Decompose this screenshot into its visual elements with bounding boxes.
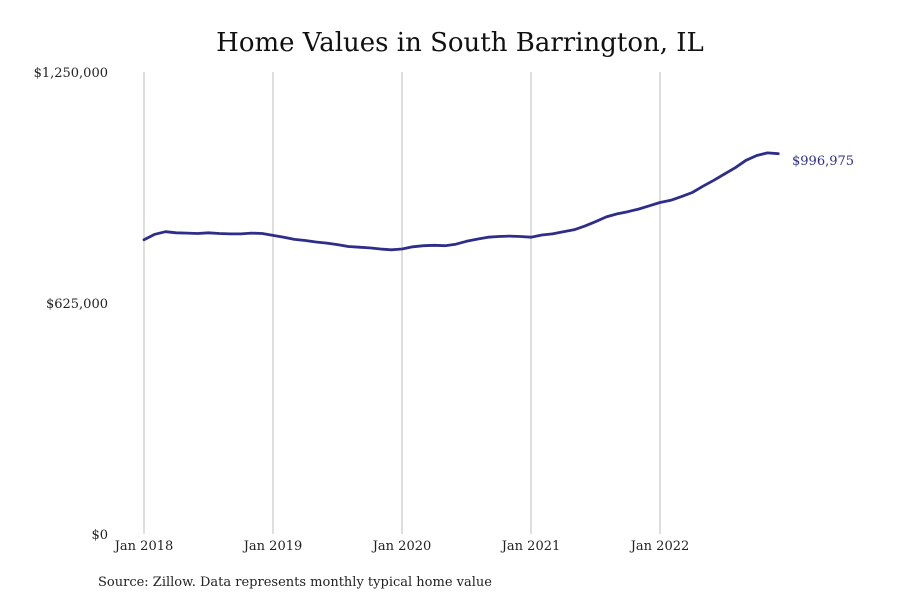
x-tick-label: Jan 2020 [371, 539, 432, 554]
source-note: Source: Zillow. Data represents monthly … [98, 575, 492, 590]
x-tick-label: Jan 2018 [113, 539, 174, 554]
series-line [142, 151, 780, 252]
chart-title: Home Values in South Barrington, IL [216, 28, 704, 58]
x-tick-label: Jan 2019 [242, 539, 303, 554]
x-tick-label: Jan 2022 [629, 539, 690, 554]
y-tick-label: $0 [91, 528, 108, 543]
y-tick-label: $625,000 [46, 297, 108, 312]
x-tick-label: Jan 2021 [500, 539, 561, 554]
vertical-gridlines [143, 72, 661, 534]
y-tick-label: $1,250,000 [34, 66, 108, 81]
end-value-label: $996,975 [792, 154, 854, 169]
